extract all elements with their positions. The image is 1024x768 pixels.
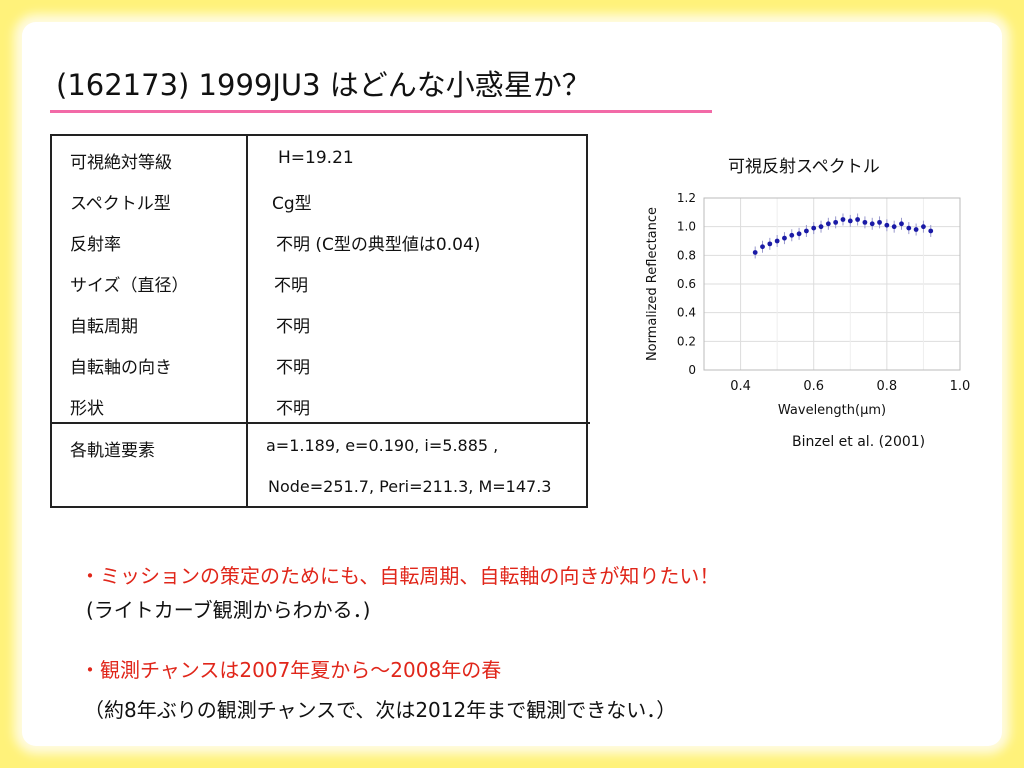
y-tick-label: 0.8	[677, 248, 696, 262]
data-point	[847, 218, 853, 224]
y-tick-label: 1.2	[677, 191, 696, 205]
orbit-elements-line2: Node=251.7, Peri=211.3, M=147.3	[268, 477, 552, 496]
x-tick-label: 1.0	[950, 379, 971, 394]
data-point	[928, 228, 934, 234]
table-row-label: 反射率	[70, 235, 121, 255]
x-tick-label: 0.6	[803, 379, 824, 394]
table-row-value: 不明	[276, 317, 310, 337]
y-tick-label: 0	[688, 363, 696, 377]
note-mission: ・ミッションの策定のためにも、自転周期、自転軸の向きが知りたい！	[80, 564, 720, 588]
data-point	[760, 244, 765, 250]
data-point	[840, 217, 846, 222]
data-point	[891, 224, 897, 230]
y-tick-label: 0.6	[677, 277, 696, 291]
table-row-value: 不明	[274, 276, 308, 296]
data-point	[818, 224, 824, 230]
data-point	[767, 241, 773, 247]
note-observation-chance: ・観測チャンスは2007年夏から～2008年の春	[80, 658, 502, 682]
table-row-label: 可視絶対等級	[70, 153, 172, 173]
data-point	[862, 219, 868, 225]
table-divider-horizontal	[52, 422, 590, 424]
data-point	[804, 228, 809, 234]
data-point	[855, 217, 860, 222]
data-point	[825, 221, 831, 227]
orbit-elements-line1: a=1.189, e=0.190, i=5.885 ,	[266, 436, 499, 455]
reflectance-spectrum-chart: 0 0.2 0.4 0.6 0.8 1.0 1.2 0.4 0.6 0.8 1.0 Wavelengt…	[645, 191, 971, 418]
x-tick-label: 0.8	[877, 379, 898, 394]
data-point	[906, 225, 912, 231]
table-row-label: 自転周期	[70, 317, 138, 337]
data-point	[869, 221, 875, 227]
data-point	[921, 224, 926, 230]
note-lightcurve: (ライトカーブ観測からわかる．)	[86, 598, 371, 622]
table-row-label: サイズ（直径）	[70, 276, 189, 296]
title-underline	[50, 110, 712, 113]
citation: Binzel et al. (2001)	[792, 434, 926, 450]
data-point	[833, 219, 839, 225]
table-row-value: 不明	[276, 358, 310, 378]
table-row-label: スペクトル型	[70, 194, 171, 214]
y-tick-label: 0.4	[677, 306, 696, 320]
y-axis-label: Normalized Reflectance	[645, 207, 660, 361]
x-axis-label: Wavelength(μm)	[778, 403, 886, 418]
data-point	[796, 231, 802, 237]
asteroid-info-table: 可視絶対等級 H=19.21 スペクトル型 Cg型 反射率 不明 (C型の典型値…	[50, 134, 590, 508]
data-point	[811, 225, 817, 231]
chart-title: 可視反射スペクトル	[728, 157, 880, 177]
data-point	[877, 219, 882, 225]
data-point	[774, 238, 780, 244]
orbit-label: 各軌道要素	[70, 441, 155, 461]
data-point	[752, 250, 758, 255]
table-row-label: 自転軸の向き	[70, 358, 172, 378]
table-divider-vertical	[246, 136, 248, 506]
data-point	[913, 227, 919, 232]
plot-frame	[703, 197, 961, 371]
data-point	[782, 235, 787, 241]
table-row-label: 形状	[70, 399, 104, 419]
data-point	[899, 221, 904, 227]
table-row-value: 不明 (C型の典型値は0.04)	[276, 235, 481, 255]
page-title: (162173) 1999JU3 はどんな小惑星か？	[56, 68, 591, 102]
y-tick-label: 0.2	[677, 334, 696, 348]
data-point	[789, 232, 795, 238]
table-row-value: H=19.21	[278, 148, 354, 168]
note-next-chance: （約8年ぶりの観測チャンスで、次は2012年まで観測できない．）	[84, 698, 677, 722]
y-tick-label: 1.0	[677, 220, 696, 234]
slide: (162173) 1999JU3 はどんな小惑星か？ 可視絶対等級 H=19.2…	[22, 22, 1002, 746]
data-point	[884, 222, 890, 228]
x-tick-label: 0.4	[730, 379, 751, 394]
table-row-value: Cg型	[272, 194, 312, 214]
table-row-value: 不明	[276, 399, 310, 419]
